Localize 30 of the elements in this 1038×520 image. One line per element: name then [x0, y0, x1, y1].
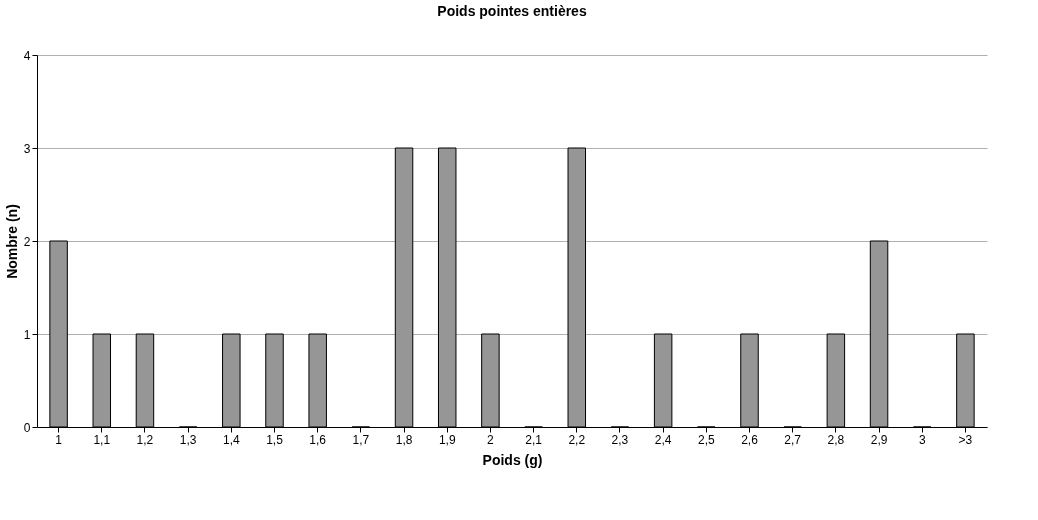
x-tick-label: 1,4: [222, 432, 240, 447]
x-tick-label: 1,3: [179, 432, 197, 447]
x-tick-label: 3: [918, 432, 926, 447]
x-tick-label: 2,5: [697, 432, 715, 447]
x-tick-label: 2,3: [611, 432, 629, 447]
x-tick-label: 2,1: [525, 432, 543, 447]
chart-title: Poids pointes entières: [437, 3, 587, 19]
x-tick-label: 1,2: [136, 432, 154, 447]
y-tick-label: 1: [23, 327, 31, 342]
y-axis-title: Nombre (n): [3, 204, 20, 279]
x-axis-title: Poids (g): [482, 451, 543, 468]
x-tick-label: 2,7: [784, 432, 802, 447]
x-tick-label: 2: [487, 432, 495, 447]
y-tick-label: 4: [23, 48, 31, 63]
y-tick-label: 3: [23, 141, 31, 156]
x-tick-label: 1,5: [266, 432, 284, 447]
x-tick-label: 1,7: [352, 432, 370, 447]
x-tick-label: 1,8: [395, 432, 413, 447]
x-tick-label: 1: [55, 432, 63, 447]
x-tick-label: 1,9: [438, 432, 456, 447]
x-tick-label: 2,4: [654, 432, 672, 447]
x-tick-label: 1,1: [93, 432, 111, 447]
y-tick-label: 0: [23, 420, 31, 435]
x-tick-label: >3: [958, 432, 973, 447]
x-tick-label: 1,6: [309, 432, 327, 447]
x-tick-label: 2,6: [741, 432, 759, 447]
x-tick-label: 2,9: [870, 432, 888, 447]
x-tick-label: 2,2: [568, 432, 586, 447]
y-tick-label: 2: [23, 234, 31, 249]
x-tick-label: 2,8: [827, 432, 845, 447]
